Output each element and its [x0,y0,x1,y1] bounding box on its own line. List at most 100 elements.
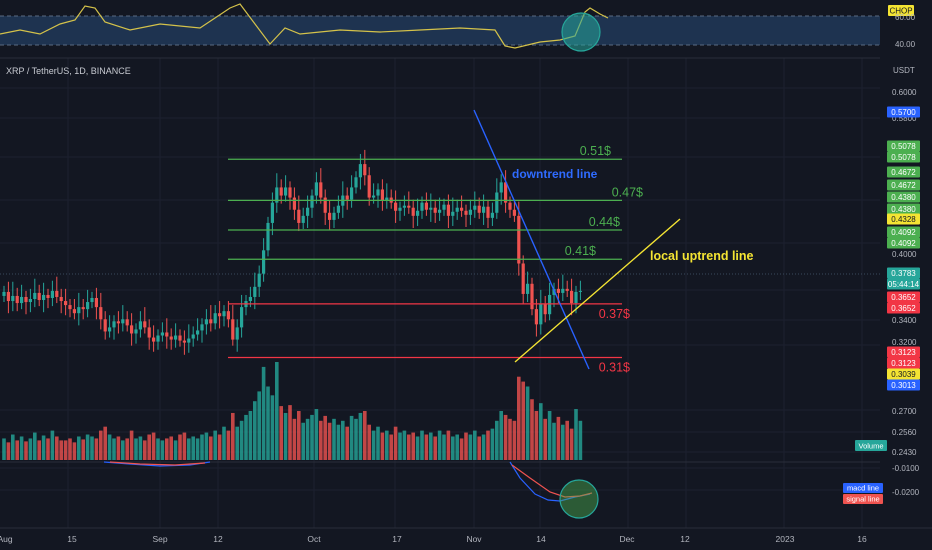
downtrend-label: downtrend line [512,167,598,181]
candle-body [50,290,54,298]
candle-body [530,283,534,310]
price-axis-tick-0: 0.6000 [892,88,917,97]
candle-body [350,187,354,200]
volume-bar [534,411,539,460]
candle-body [262,250,266,274]
volume-bar [503,414,508,460]
candle-body [68,305,72,310]
volume-bar [138,436,143,460]
price-tag-label-10: 0.3783 [891,269,916,278]
candle-body [565,288,569,291]
candle-body [292,197,296,210]
volume-bar [279,406,283,460]
volume-bar [195,438,200,460]
volume-bar [85,434,90,460]
volume-bar [90,436,94,460]
candle-body [477,205,481,213]
price-tag-0 [887,106,920,118]
volume-bar [539,403,543,460]
volume-tag [855,440,887,451]
price-tag-label-4: 0.4672 [891,181,916,190]
volume-bar [411,432,415,460]
price-tag-11 [887,278,920,290]
volume-bar [46,438,50,460]
candle-body [336,205,340,213]
volume-bar [424,434,429,460]
date-axis-tick-1: 15 [67,534,77,544]
volume-bar [156,438,160,460]
volume-bar [481,434,486,460]
volume-bar [257,391,261,460]
volume-bar [530,399,534,460]
price-axis-tick-6: 0.2560 [892,428,917,437]
volume-bar [547,411,552,460]
chop-pane[interactable] [0,3,880,52]
volume-bar [200,434,204,460]
candle-body [138,321,142,330]
price-tag-7 [887,213,920,225]
volume-bar [41,435,46,460]
candle-body [204,319,208,325]
candle-body [512,209,516,216]
price-axis-tick-2: 0.4000 [892,250,917,259]
volume-bar [239,420,244,460]
candle-body [548,294,552,315]
candle-body [526,283,530,294]
volume-bar [464,432,468,460]
volume-bar [169,436,173,460]
volume-bar [275,362,279,460]
candle-body [534,309,538,325]
volume-bar [15,440,19,460]
level-label-3: 0.41$ [565,244,596,258]
candle-body [314,182,318,196]
price-tag-label-3: 0.4672 [891,168,916,177]
volume-bar [187,438,191,460]
chop-level-40-label: 40.00 [895,40,916,49]
volume-bar [310,414,314,460]
candle-body [455,207,459,212]
date-axis-tick-0: Aug [0,534,13,544]
price-tag-label-8: 0.4092 [891,228,916,237]
candle-body [570,290,574,304]
signal-tag [843,494,883,504]
candle-body [152,337,156,342]
volume-bar [371,430,376,460]
price-tag-1 [887,140,920,152]
volume-bar [512,420,517,460]
volume-bar [217,434,222,460]
candle-body [72,309,76,314]
volume-bar [336,424,341,460]
price-tag-label-1: 0.5078 [891,142,916,151]
date-axis-tick-6: Nov [466,534,482,544]
date-axis[interactable]: Aug 15 Sep 12 Oct 17 Nov 14 Dec 12 2023 16 [0,534,867,544]
volume-bar [569,428,574,460]
volume-bar [459,438,464,460]
price-tag-label-13: 0.3652 [891,304,916,313]
candle-body [11,295,15,302]
date-axis-tick-8: Dec [619,534,635,544]
candle-body [552,288,556,295]
candle-body [121,319,125,324]
candle-body [196,330,200,335]
volume-bar [19,436,24,460]
candle-body [499,182,503,193]
candle-body [77,307,81,314]
volume-bar [468,434,473,460]
candle-body [442,204,446,210]
volume-bar [552,422,556,460]
candle-body [319,182,323,198]
candle-body [517,215,521,264]
date-axis-tick-2: Sep [152,534,167,544]
price-tag-label-14: 0.3123 [891,348,916,357]
volume-bar [226,430,231,460]
volume-bars [2,362,583,460]
chop-level-60-label: 60.00 [895,13,916,22]
candle-body [385,197,389,201]
candle-body [279,187,283,196]
candle-body [301,215,305,223]
volume-bar [433,436,437,460]
volume-bar [363,411,367,460]
volume-bar [63,440,68,460]
price-axis[interactable] [880,0,932,528]
